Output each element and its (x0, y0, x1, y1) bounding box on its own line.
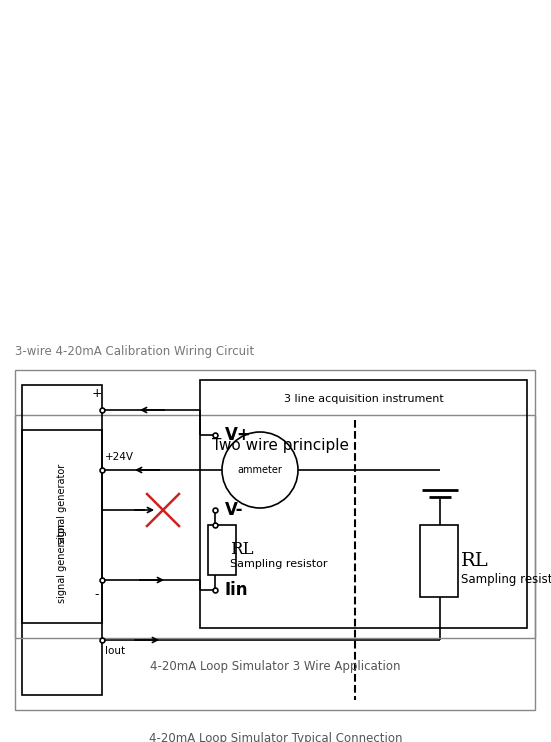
Text: V-: V- (225, 501, 244, 519)
Text: signal generator: signal generator (57, 522, 67, 603)
Text: +: + (91, 387, 102, 400)
Text: Iout: Iout (105, 646, 125, 656)
Text: -: - (95, 588, 99, 601)
Bar (420, 525, 458, 597)
Bar (22, 385, 102, 623)
Bar (208, 525, 236, 575)
Text: 4-20mA Loop Simulator 3 Wire Application: 4-20mA Loop Simulator 3 Wire Application (150, 660, 401, 673)
Bar (22, 430, 102, 695)
Text: V+: V+ (225, 426, 252, 444)
Text: signal generator: signal generator (57, 464, 67, 544)
Text: 3-wire 4-20mA Calibration Wiring Circuit: 3-wire 4-20mA Calibration Wiring Circuit (15, 345, 254, 358)
Text: ammeter: ammeter (237, 465, 283, 475)
Text: Iin: Iin (225, 581, 249, 599)
Bar (15, 415, 535, 710)
Bar (15, 370, 535, 638)
Text: Two wire principle: Two wire principle (212, 438, 348, 453)
Text: RL: RL (461, 552, 489, 570)
Text: Sampling resistor: Sampling resistor (461, 573, 551, 585)
Bar (200, 380, 527, 628)
Text: 4-20mA Loop Simulator Typical Connection: 4-20mA Loop Simulator Typical Connection (149, 732, 402, 742)
Text: +24V: +24V (105, 452, 134, 462)
Text: RL: RL (230, 542, 253, 559)
Text: 3 line acquisition instrument: 3 line acquisition instrument (284, 394, 444, 404)
Text: Sampling resistor: Sampling resistor (230, 559, 327, 569)
